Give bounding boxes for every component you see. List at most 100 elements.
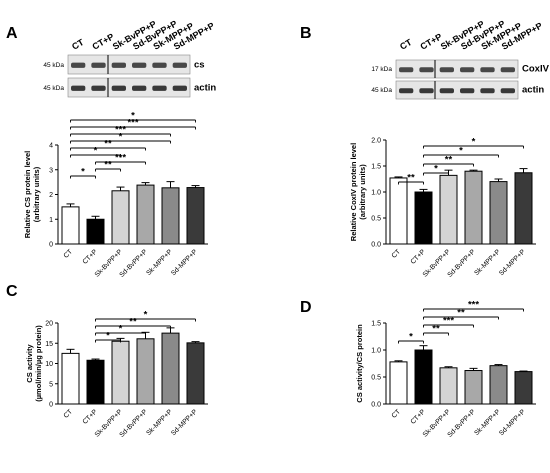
bar [414, 191, 433, 245]
blot-strip [67, 54, 191, 75]
bar [61, 352, 80, 405]
y-tick-label: 0 [49, 242, 53, 249]
y-tick-label: 1.5 [371, 164, 381, 171]
blot-protein-label: actin [522, 85, 544, 96]
bar [514, 172, 533, 245]
blot-band [71, 85, 86, 91]
y-axis-label: CS activity/CS protein [355, 324, 364, 403]
blot-protein-label: actin [194, 82, 216, 93]
blot-kda-label: 45 kDa [43, 85, 64, 92]
blot-band [500, 88, 515, 94]
bar-chart-coxiv-protein: 0.0 0.5 1.0 1.5 2.0 Relative CoxIV protein le… [349, 137, 536, 279]
significance-label: *** [468, 300, 479, 311]
significance-label: * [81, 167, 85, 178]
blot-band [111, 62, 126, 68]
bar [464, 370, 483, 405]
significance-label: * [131, 111, 135, 122]
bar-chart-cs-activity-ratio: 0.0 0.5 1.0 1.5 CS activity/CS protein CT CT+P… [355, 300, 536, 439]
y-tick-label: 2 [49, 192, 53, 199]
significance-label: *** [443, 316, 454, 327]
significance-label: ** [129, 317, 137, 328]
bar [111, 190, 130, 245]
blot-band [460, 67, 475, 73]
bar [489, 181, 508, 245]
bar [86, 359, 105, 405]
panel-letter-a: A [6, 25, 18, 42]
significance-label: * [119, 324, 123, 335]
significance-label: ** [432, 324, 440, 335]
y-tick-label: 0.0 [371, 242, 381, 249]
western-blot-b: CT CT+PSk-BvPP+PSd-BvPP+PSk-MPP+PSd-MPP+P… [371, 18, 550, 100]
significance-label: ** [445, 155, 453, 166]
blot-band [399, 67, 414, 73]
bar-chart-cs-protein: 0 1 2 3 4 Relative CS protein level (arbitrary… [23, 111, 208, 279]
significance-label: * [119, 132, 123, 143]
significance-label: * [472, 137, 476, 148]
blot-band [111, 85, 126, 91]
y-tick-label: 0.5 [371, 216, 381, 223]
significance-label: * [409, 332, 413, 343]
y-tick-label: 0.0 [371, 402, 381, 409]
blot-band [91, 62, 106, 68]
panel-letter-b: B [300, 25, 312, 42]
blot-kda-label: 45 kDa [43, 62, 64, 69]
blot-band [132, 62, 147, 68]
y-tick-label: 0.5 [371, 375, 381, 382]
significance-label: *** [127, 118, 138, 129]
bar [389, 177, 408, 245]
significance-label: * [106, 331, 110, 342]
y-tick-label: 3 [49, 167, 53, 174]
panel-letter-c: C [6, 283, 18, 300]
bar [186, 187, 205, 245]
significance-label: * [434, 164, 438, 175]
blot-strip [395, 59, 519, 79]
y-tick-label: 1.0 [371, 348, 381, 355]
y-axis-label: Relative CoxIV protein level [349, 143, 358, 241]
significance-label: * [144, 310, 148, 321]
blot-protein-label: CoxIV [522, 64, 550, 75]
x-tick-label: CT+P [82, 248, 100, 266]
blot-band [500, 67, 515, 73]
bar [464, 170, 483, 245]
y-axis-label: (µmol/min/µg protein) [34, 325, 43, 402]
bar [439, 367, 458, 405]
bar [136, 184, 155, 245]
x-tick-label: Sd-MPP+P [498, 248, 527, 277]
bar [389, 361, 408, 405]
bar [161, 332, 180, 405]
blot-band [439, 88, 454, 94]
bar [86, 218, 105, 245]
bar-chart-cs-activity: 0 5 10 15 20 CS activity (µmol/min/µg protein)… [25, 310, 208, 439]
x-tick-label: CT [391, 408, 402, 419]
significance-label: * [94, 146, 98, 157]
y-tick-label: 1.0 [371, 190, 381, 197]
bar [414, 349, 433, 405]
significance-label: ** [457, 308, 465, 319]
blot-kda-label: 17 kDa [371, 66, 392, 73]
blot-strip [395, 80, 519, 100]
blot-band [152, 85, 167, 91]
panel-letter-d: D [300, 299, 312, 316]
y-tick-label: 15 [45, 341, 53, 348]
x-tick-label: Sd-MPP+P [498, 408, 527, 437]
bar [111, 340, 130, 405]
y-tick-label: 20 [45, 321, 53, 328]
blot-strip [67, 77, 191, 98]
blot-band [132, 85, 147, 91]
bar [186, 342, 205, 405]
y-tick-label: 1.5 [371, 321, 381, 328]
significance-label: *** [115, 125, 126, 136]
blot-band [460, 88, 475, 94]
significance-label: ** [104, 160, 112, 171]
y-axis-label: CS activity [25, 344, 34, 383]
x-tick-label: Sd-MPP+P [170, 248, 199, 277]
y-axis-label: (arbitrary units) [358, 164, 367, 220]
y-axis-label: (arbitrary units) [32, 166, 41, 222]
blot-lane-label: CT [398, 37, 414, 52]
bar [439, 174, 458, 245]
blot-protein-label: cs [194, 59, 205, 70]
bar [514, 371, 533, 405]
blot-band [480, 88, 495, 94]
bar [161, 187, 180, 245]
